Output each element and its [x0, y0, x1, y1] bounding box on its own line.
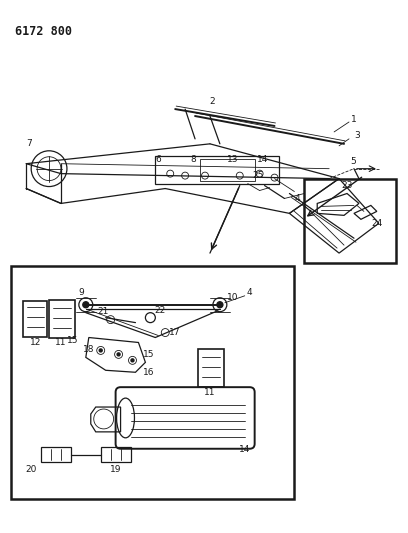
Text: 19: 19 — [110, 465, 121, 474]
Bar — [200, 159, 255, 181]
Text: 22: 22 — [155, 306, 166, 315]
Circle shape — [99, 349, 102, 352]
Text: 5: 5 — [350, 157, 356, 166]
Text: 21: 21 — [97, 307, 109, 316]
Text: 14: 14 — [239, 445, 251, 454]
Text: 11: 11 — [204, 387, 216, 397]
Bar — [11, 266, 295, 499]
Text: 11: 11 — [55, 338, 67, 347]
Bar — [49, 300, 75, 337]
Text: 12: 12 — [29, 338, 41, 347]
Text: 18: 18 — [83, 345, 95, 354]
Text: 3: 3 — [354, 132, 360, 140]
Bar — [23, 301, 47, 336]
Text: 6: 6 — [155, 155, 161, 164]
Text: 15: 15 — [143, 350, 154, 359]
Text: 14: 14 — [257, 155, 268, 164]
Text: 9: 9 — [78, 288, 84, 297]
Text: 13: 13 — [227, 155, 239, 164]
Text: 6172 800: 6172 800 — [15, 25, 72, 38]
Text: 4: 4 — [295, 194, 300, 203]
Bar — [304, 179, 396, 263]
Text: 24: 24 — [371, 219, 382, 228]
Text: 17: 17 — [169, 328, 181, 337]
Circle shape — [117, 353, 120, 356]
Text: 4: 4 — [247, 288, 253, 297]
Text: 15: 15 — [67, 336, 79, 345]
Circle shape — [217, 302, 223, 308]
Text: 23: 23 — [341, 181, 353, 190]
Text: 1: 1 — [351, 115, 357, 124]
Bar — [198, 350, 224, 387]
Circle shape — [83, 302, 89, 308]
Text: 7: 7 — [27, 139, 32, 148]
Bar — [155, 156, 279, 183]
Text: 25: 25 — [252, 171, 263, 180]
Text: 8: 8 — [190, 155, 196, 164]
Text: 10: 10 — [227, 293, 239, 302]
Text: 20: 20 — [25, 465, 37, 474]
Circle shape — [131, 359, 134, 362]
Text: 2: 2 — [209, 96, 215, 106]
Text: 16: 16 — [143, 368, 154, 377]
